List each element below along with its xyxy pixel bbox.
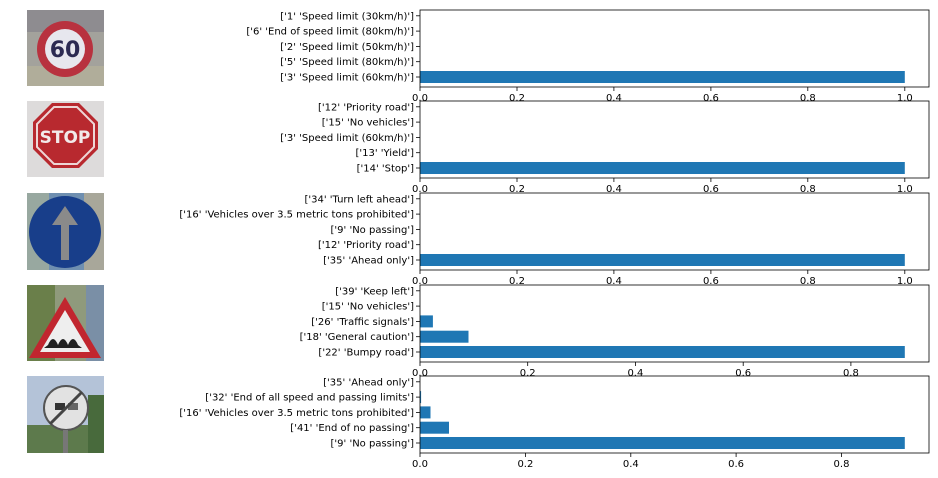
x-tick-label: 0.8 xyxy=(834,459,850,470)
bar xyxy=(420,330,469,343)
category-label: ['14' 'Stop'] xyxy=(357,164,415,175)
category-label: ['1' 'Speed limit (30km/h)'] xyxy=(280,11,414,22)
category-label: ['9' 'No passing'] xyxy=(331,439,415,450)
bar xyxy=(420,71,905,83)
x-tick-label: 0.8 xyxy=(800,276,816,287)
x-tick-label: 0.2 xyxy=(509,276,525,287)
stop-sign-image: STOP xyxy=(27,101,104,177)
axes-frame xyxy=(419,192,930,271)
axes-frame xyxy=(419,100,930,179)
speed-limit-60-sign-image: 60 xyxy=(27,10,104,86)
x-tick-label: 0.2 xyxy=(520,368,536,379)
axes-frame xyxy=(419,284,930,363)
bar xyxy=(420,406,431,419)
x-tick-label: 0.0 xyxy=(412,93,428,104)
charts-layer: ['1' 'Speed limit (30km/h)'] ['6' 'End of… xyxy=(179,9,930,470)
category-label: ['2' 'Speed limit (50km/h)'] xyxy=(280,42,414,53)
end-of-no-passing-sign-image xyxy=(27,376,104,453)
bar xyxy=(420,254,905,266)
x-tick-label: 0.4 xyxy=(606,276,622,287)
x-tick-label: 0.2 xyxy=(509,184,525,195)
x-tick-label: 0.0 xyxy=(412,459,428,470)
category-label: ['3' 'Speed limit (60km/h)'] xyxy=(280,73,414,84)
prediction-chart-5: ['35' 'Ahead only'] ['32' 'End of all spe… xyxy=(179,375,930,470)
category-label: ['15' 'No vehicles'] xyxy=(322,302,414,313)
category-label: ['6' 'End of speed limit (80km/h)'] xyxy=(246,27,414,38)
bar xyxy=(420,346,905,358)
x-tick-label: 0.8 xyxy=(800,93,816,104)
x-tick-label: 1.0 xyxy=(897,93,913,104)
x-tick-label: 0.2 xyxy=(509,93,525,104)
category-label: ['16' 'Vehicles over 3.5 metric tons pro… xyxy=(179,210,414,221)
category-label: ['15' 'No vehicles'] xyxy=(322,118,414,129)
x-tick-label: 0.8 xyxy=(800,184,816,195)
bar xyxy=(420,421,449,434)
x-tick-label: 0.6 xyxy=(703,93,719,104)
category-label: ['3' 'Speed limit (60km/h)'] xyxy=(280,133,414,144)
category-label: ['5' 'Speed limit (80km/h)'] xyxy=(280,57,414,68)
prediction-chart-1: ['1' 'Speed limit (30km/h)'] ['6' 'End of… xyxy=(246,9,930,104)
prediction-chart-4: ['39' 'Keep left'] ['15' 'No vehicles'] ['… xyxy=(300,284,930,379)
category-label: ['22' 'Bumpy road'] xyxy=(318,348,414,359)
category-label: ['18' 'General caution'] xyxy=(300,332,415,343)
prediction-chart-3: ['34' 'Turn left ahead'] ['16' 'Vehicles … xyxy=(179,192,930,287)
x-tick-label: 0.4 xyxy=(623,459,639,470)
x-tick-label: 0.6 xyxy=(728,459,744,470)
x-tick-label: 1.0 xyxy=(897,276,913,287)
category-label: ['16' 'Vehicles over 3.5 metric tons pro… xyxy=(179,408,414,419)
prediction-chart-2: ['12' 'Priority road'] ['15' 'No vehicles… xyxy=(280,100,930,195)
bar xyxy=(420,162,905,174)
category-label: ['12' 'Priority road'] xyxy=(318,102,414,113)
category-label: ['39' 'Keep left'] xyxy=(335,286,414,297)
category-label: ['34' 'Turn left ahead'] xyxy=(304,194,414,205)
category-label: ['9' 'No passing'] xyxy=(331,225,415,236)
category-label: ['12' 'Priority road'] xyxy=(318,240,414,251)
category-label: ['35' 'Ahead only'] xyxy=(323,256,414,267)
bumpy-road-sign-image xyxy=(27,285,104,361)
svg-text:STOP: STOP xyxy=(40,128,91,148)
category-label: ['32' 'End of all speed and passing limi… xyxy=(205,393,414,404)
x-tick-label: 0.6 xyxy=(703,276,719,287)
bar xyxy=(420,391,422,404)
x-tick-label: 0.4 xyxy=(627,368,643,379)
x-tick-label: 0.2 xyxy=(517,459,533,470)
x-tick-label: 0.0 xyxy=(412,368,428,379)
ahead-only-sign-image xyxy=(27,193,104,270)
axes-frame xyxy=(419,375,930,454)
category-label: ['41' 'End of no passing'] xyxy=(290,423,414,434)
bar xyxy=(420,437,905,449)
bar xyxy=(420,315,433,328)
x-tick-label: 0.8 xyxy=(843,368,859,379)
x-tick-label: 0.6 xyxy=(735,368,751,379)
category-label: ['13' 'Yield'] xyxy=(355,148,414,159)
category-label: ['26' 'Traffic signals'] xyxy=(311,317,414,328)
category-label: ['35' 'Ahead only'] xyxy=(323,377,414,388)
axes-frame xyxy=(419,9,930,88)
x-tick-label: 1.0 xyxy=(897,184,913,195)
x-tick-label: 0.6 xyxy=(703,184,719,195)
x-tick-label: 0.4 xyxy=(606,93,622,104)
x-tick-label: 0.0 xyxy=(412,276,428,287)
x-tick-label: 0.0 xyxy=(412,184,428,195)
svg-text:60: 60 xyxy=(50,38,81,63)
x-tick-label: 0.4 xyxy=(606,184,622,195)
